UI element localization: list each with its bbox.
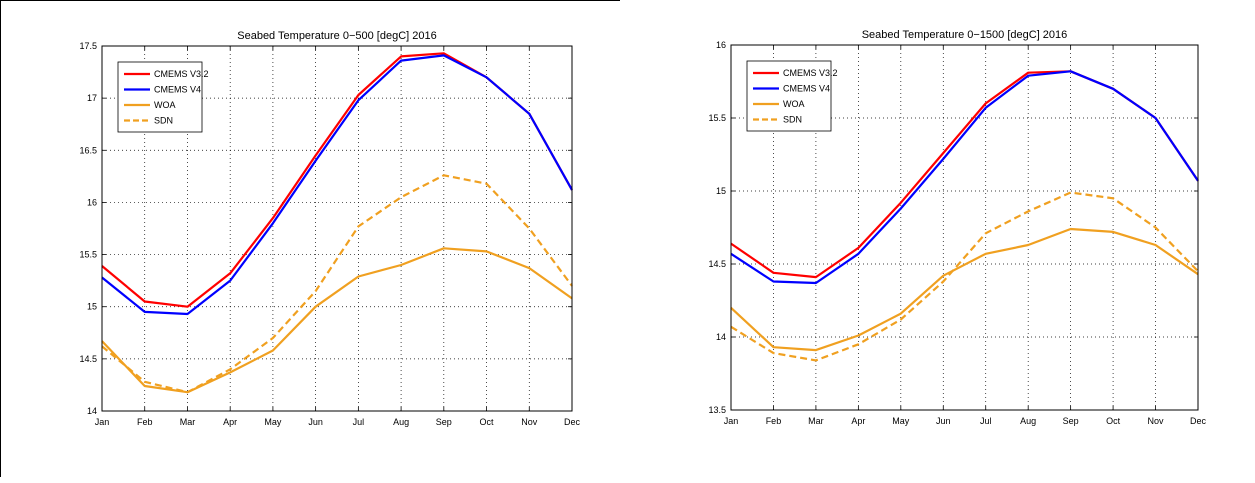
y-tick-label: 14.5 [79,354,97,364]
x-tick-label: Jul [980,416,992,426]
y-tick-label: 13.5 [708,405,726,415]
y-tick-label: 15.5 [79,250,97,260]
left-panel-frame: Seabed Temperature 0−500 [degC] 2016 Jan F… [0,0,620,477]
legend-label-1: CMEMS V4 [154,85,201,95]
y-tick-label: 15.5 [708,113,726,123]
legend-label-3: SDN [154,116,173,126]
x-tick-label: Oct [480,417,495,427]
x-tick-label: Sep [1063,416,1079,426]
y-tick-label: 16.5 [79,145,97,155]
series-line-3 [730,191,1199,362]
x-tick-label: Feb [766,416,782,426]
x-tick-label: Feb [137,417,153,427]
x-tick-label: Nov [521,417,538,427]
y-tick-label: 15 [87,302,97,312]
series-line-2 [730,227,1199,352]
chart-seabed-0-500: Seabed Temperature 0−500 [degC] 2016 Jan F… [79,30,581,427]
axes-box [101,45,573,412]
y-tick-label: 16 [716,40,726,50]
x-tick-label: Apr [223,417,237,427]
x-tick-label: Oct [1106,416,1121,426]
x-tick-label: May [264,417,282,427]
x-tick-label: Dec [1190,416,1207,426]
x-tick-label: Sep [436,417,452,427]
legend-label-2: WOA [154,100,176,110]
y-tick-label: 14 [87,406,97,416]
y-tick-label: 15 [716,186,726,196]
x-tick-label: May [892,416,910,426]
series-line-1 [730,70,1199,285]
y-tick-label: 14.5 [708,259,726,269]
axes-box [730,44,1199,411]
x-tick-label: Jun [936,416,951,426]
legend-label-1: CMEMS V4 [783,84,830,94]
legend-label-3: SDN [783,115,802,125]
x-tick-label: Jan [724,416,739,426]
y-tick-label: 17 [87,93,97,103]
series-line-1 [101,54,573,316]
y-tick-label: 17.5 [79,41,97,51]
legend-label-0: CMEMS V3.2 [783,68,838,78]
x-tick-label: Mar [808,416,824,426]
legend-label-0: CMEMS V3.2 [154,69,209,79]
x-tick-label: Jun [308,417,323,427]
x-tick-label: Jan [95,417,110,427]
series-line-3 [101,174,573,394]
x-tick-label: Jul [353,417,365,427]
x-tick-label: Mar [180,417,196,427]
x-tick-label: Apr [851,416,865,426]
legend-label-2: WOA [783,99,805,109]
y-tick-label: 14 [716,332,726,342]
x-tick-label: Aug [393,417,409,427]
x-tick-label: Aug [1020,416,1036,426]
chart-seabed-0-1500: Seabed Temperature 0−1500 [degC] 2016 Jan… [708,29,1207,426]
chart-title: Seabed Temperature 0−500 [degC] 2016 [237,30,436,42]
x-tick-label: Dec [564,417,581,427]
x-tick-label: Nov [1148,416,1165,426]
right-panel-frame: Seabed Temperature 0−1500 [degC] 2016 Jan… [620,0,1255,477]
y-tick-label: 16 [87,197,97,207]
chart-title: Seabed Temperature 0−1500 [degC] 2016 [862,29,1068,41]
